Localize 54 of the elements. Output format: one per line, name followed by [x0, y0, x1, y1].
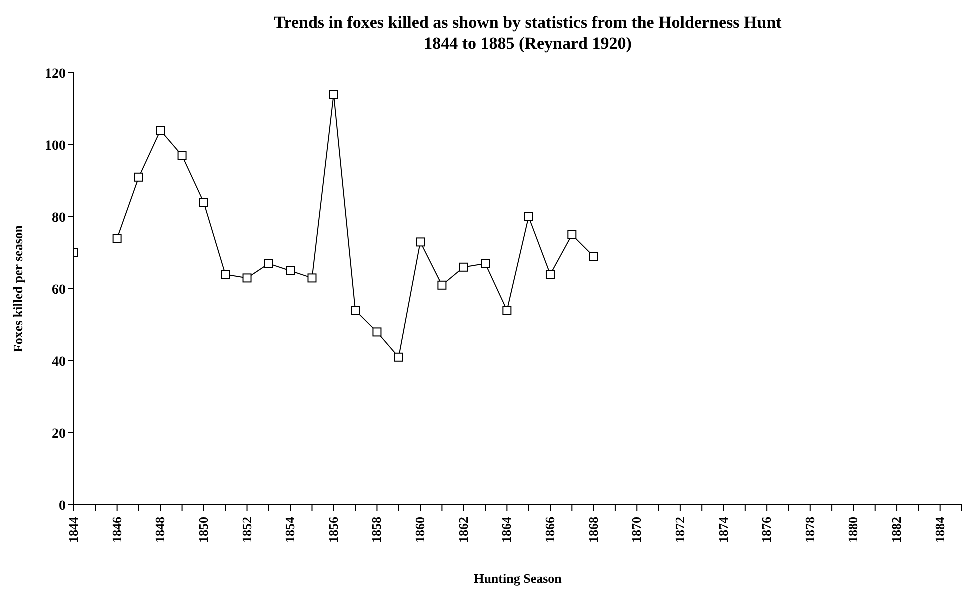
x-tick-label: 1862	[456, 517, 471, 543]
point	[134, 172, 144, 182]
y-tick-label: 80	[52, 210, 66, 226]
x-tick-label: 1856	[326, 516, 341, 543]
y-tick-label: 120	[45, 66, 66, 82]
y-tick-label: 60	[52, 282, 66, 298]
x-tick-label: 1864	[499, 516, 514, 543]
point	[351, 306, 360, 316]
x-tick-label: 1872	[672, 517, 688, 543]
point	[112, 234, 122, 244]
x-tick-label: 1882	[889, 517, 904, 543]
y-tick-label: 100	[45, 138, 66, 154]
x-tick-label: 1858	[369, 516, 384, 543]
point	[438, 280, 447, 290]
point	[459, 262, 468, 272]
point	[481, 259, 490, 268]
x-tick-label: 1874	[716, 516, 731, 543]
x-tick-label: 1854	[282, 516, 298, 543]
x-tick-label: 1868	[586, 516, 601, 543]
point	[589, 252, 598, 262]
x-tick-label: 1876	[759, 516, 774, 543]
chart-title: Trends in foxes killed as shown by statistics from the Holderness Hunt 1844 to 1885 (Reynard 1920)	[273, 12, 783, 54]
x-tick-label: 1860	[412, 517, 428, 543]
x-tick-label: 1884	[932, 516, 948, 543]
point	[394, 352, 404, 362]
x-tick-label: 1852	[239, 517, 254, 543]
point	[502, 306, 512, 316]
point	[308, 274, 317, 283]
point	[329, 90, 338, 100]
x-tick-label: 1866	[542, 516, 558, 543]
x-tick-label: 1880	[846, 517, 861, 543]
point	[156, 126, 166, 136]
x-axis-title: Hunting Season	[474, 571, 563, 586]
y-axis-title: Foxes killed per season	[10, 224, 26, 353]
point	[221, 270, 230, 280]
y-tick-label: 20	[52, 426, 66, 442]
x-tick-label: 1844	[66, 516, 81, 543]
point	[372, 328, 382, 337]
point	[264, 259, 274, 268]
x-tick-label: 1850	[196, 517, 211, 543]
point	[546, 270, 555, 280]
y-tick-label: 40	[52, 354, 66, 370]
y-tick-label: 0	[59, 498, 66, 514]
x-tick-label: 1870	[629, 517, 644, 543]
point	[286, 266, 296, 276]
point	[524, 212, 534, 222]
x-tick-label: 1846	[109, 516, 124, 543]
point	[416, 238, 426, 247]
point	[199, 198, 208, 208]
point	[568, 230, 577, 240]
point	[178, 151, 187, 160]
point	[242, 274, 252, 283]
x-tick-label: 1848	[152, 516, 168, 543]
x-tick-label: 1878	[802, 516, 818, 543]
